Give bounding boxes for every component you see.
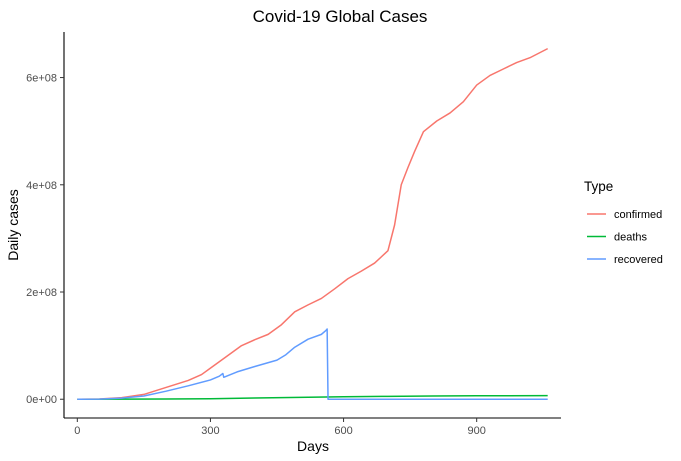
legend: Type confirmed deaths recovered	[584, 179, 663, 266]
legend-label-confirmed: confirmed	[614, 209, 662, 221]
legend-label-deaths: deaths	[614, 232, 648, 244]
legend-label-recovered: recovered	[614, 254, 663, 266]
x-tick-label: 900	[468, 425, 486, 437]
y-tick-label: 2e+08	[26, 287, 57, 299]
x-tick-label: 0	[74, 425, 80, 437]
plot-area: 0 300 600 900 0e+00 2e+08 4e+08 6e+08	[26, 32, 561, 437]
y-tick-label: 4e+08	[26, 180, 57, 192]
legend-title: Type	[584, 179, 613, 194]
y-tick-label: 0e+00	[26, 394, 57, 406]
y-axis-title: Daily cases	[5, 189, 21, 261]
series-line-recovered	[77, 328, 548, 400]
chart-title: Covid-19 Global Cases	[253, 7, 428, 26]
x-tick-label: 300	[201, 425, 219, 437]
y-tick-label: 6e+08	[26, 73, 57, 85]
x-axis-title: Days	[297, 438, 329, 454]
series-line-confirmed	[77, 47, 549, 400]
series-line-deaths	[77, 394, 548, 400]
x-tick-label: 600	[334, 425, 352, 437]
